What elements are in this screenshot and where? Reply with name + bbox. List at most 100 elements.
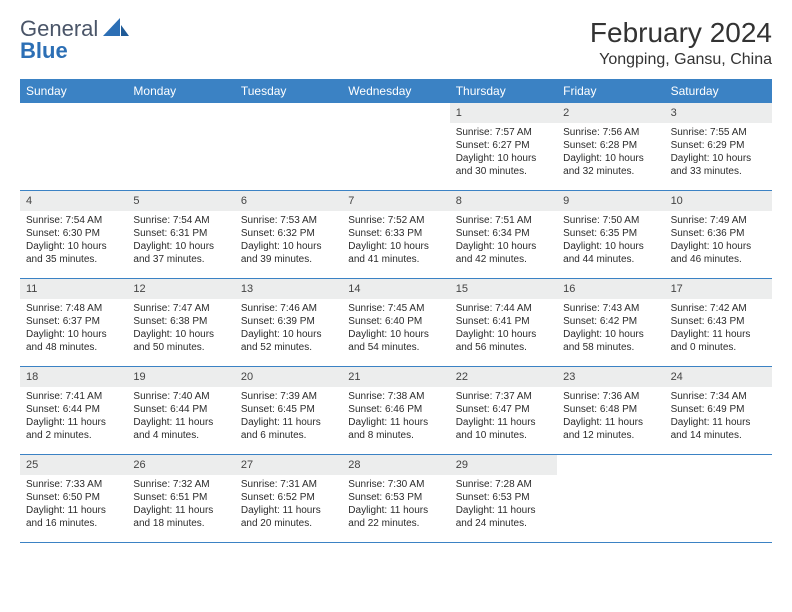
daylight-text: Daylight: 10 hours and 39 minutes. — [241, 240, 336, 266]
daylight-text: Daylight: 10 hours and 35 minutes. — [26, 240, 121, 266]
sunrise-text: Sunrise: 7:47 AM — [133, 302, 228, 315]
day-body: Sunrise: 7:46 AMSunset: 6:39 PMDaylight:… — [235, 299, 342, 360]
daylight-text: Daylight: 11 hours and 20 minutes. — [241, 504, 336, 530]
daylight-text: Daylight: 10 hours and 41 minutes. — [348, 240, 443, 266]
day-body: Sunrise: 7:55 AMSunset: 6:29 PMDaylight:… — [665, 123, 772, 184]
sunrise-text: Sunrise: 7:37 AM — [456, 390, 551, 403]
daylight-text: Daylight: 11 hours and 10 minutes. — [456, 416, 551, 442]
sunset-text: Sunset: 6:52 PM — [241, 491, 336, 504]
calendar-empty-cell — [557, 455, 664, 543]
sunrise-text: Sunrise: 7:33 AM — [26, 478, 121, 491]
daylight-text: Daylight: 11 hours and 22 minutes. — [348, 504, 443, 530]
daylight-text: Daylight: 10 hours and 30 minutes. — [456, 152, 551, 178]
sunrise-text: Sunrise: 7:52 AM — [348, 214, 443, 227]
calendar-day-cell: 27Sunrise: 7:31 AMSunset: 6:52 PMDayligh… — [235, 455, 342, 543]
sunrise-text: Sunrise: 7:55 AM — [671, 126, 766, 139]
page-header: General Blue February 2024 Yongping, Gan… — [20, 18, 772, 69]
day-body: Sunrise: 7:31 AMSunset: 6:52 PMDaylight:… — [235, 475, 342, 536]
daylight-text: Daylight: 10 hours and 37 minutes. — [133, 240, 228, 266]
daylight-text: Daylight: 10 hours and 42 minutes. — [456, 240, 551, 266]
daylight-text: Daylight: 11 hours and 6 minutes. — [241, 416, 336, 442]
sunrise-text: Sunrise: 7:36 AM — [563, 390, 658, 403]
daylight-text: Daylight: 11 hours and 12 minutes. — [563, 416, 658, 442]
weekday-header: Thursday — [450, 79, 557, 103]
calendar-body: 1Sunrise: 7:57 AMSunset: 6:27 PMDaylight… — [20, 103, 772, 543]
sunset-text: Sunset: 6:35 PM — [563, 227, 658, 240]
daylight-text: Daylight: 10 hours and 33 minutes. — [671, 152, 766, 178]
day-number: 12 — [127, 279, 234, 299]
sunset-text: Sunset: 6:50 PM — [26, 491, 121, 504]
sunset-text: Sunset: 6:51 PM — [133, 491, 228, 504]
day-body: Sunrise: 7:53 AMSunset: 6:32 PMDaylight:… — [235, 211, 342, 272]
sunrise-text: Sunrise: 7:34 AM — [671, 390, 766, 403]
sunrise-text: Sunrise: 7:32 AM — [133, 478, 228, 491]
sunset-text: Sunset: 6:44 PM — [26, 403, 121, 416]
daylight-text: Daylight: 11 hours and 8 minutes. — [348, 416, 443, 442]
sunrise-text: Sunrise: 7:38 AM — [348, 390, 443, 403]
day-number: 20 — [235, 367, 342, 387]
calendar-day-cell: 13Sunrise: 7:46 AMSunset: 6:39 PMDayligh… — [235, 279, 342, 367]
day-number: 3 — [665, 103, 772, 123]
calendar-day-cell: 21Sunrise: 7:38 AMSunset: 6:46 PMDayligh… — [342, 367, 449, 455]
sunrise-text: Sunrise: 7:28 AM — [456, 478, 551, 491]
sunrise-text: Sunrise: 7:53 AM — [241, 214, 336, 227]
sunset-text: Sunset: 6:47 PM — [456, 403, 551, 416]
day-body: Sunrise: 7:56 AMSunset: 6:28 PMDaylight:… — [557, 123, 664, 184]
day-number: 4 — [20, 191, 127, 211]
calendar-empty-cell — [235, 103, 342, 191]
day-number: 18 — [20, 367, 127, 387]
day-number: 21 — [342, 367, 449, 387]
calendar-day-cell: 19Sunrise: 7:40 AMSunset: 6:44 PMDayligh… — [127, 367, 234, 455]
sunset-text: Sunset: 6:27 PM — [456, 139, 551, 152]
day-body: Sunrise: 7:54 AMSunset: 6:31 PMDaylight:… — [127, 211, 234, 272]
page-title: February 2024 — [590, 18, 772, 49]
day-number: 6 — [235, 191, 342, 211]
day-number: 2 — [557, 103, 664, 123]
daylight-text: Daylight: 11 hours and 14 minutes. — [671, 416, 766, 442]
sunset-text: Sunset: 6:40 PM — [348, 315, 443, 328]
sunset-text: Sunset: 6:43 PM — [671, 315, 766, 328]
calendar-day-cell: 5Sunrise: 7:54 AMSunset: 6:31 PMDaylight… — [127, 191, 234, 279]
sunrise-text: Sunrise: 7:45 AM — [348, 302, 443, 315]
weekday-header: Wednesday — [342, 79, 449, 103]
day-body: Sunrise: 7:47 AMSunset: 6:38 PMDaylight:… — [127, 299, 234, 360]
title-block: February 2024 Yongping, Gansu, China — [590, 18, 772, 69]
day-body: Sunrise: 7:40 AMSunset: 6:44 PMDaylight:… — [127, 387, 234, 448]
day-body: Sunrise: 7:33 AMSunset: 6:50 PMDaylight:… — [20, 475, 127, 536]
calendar-day-cell: 6Sunrise: 7:53 AMSunset: 6:32 PMDaylight… — [235, 191, 342, 279]
day-body: Sunrise: 7:45 AMSunset: 6:40 PMDaylight:… — [342, 299, 449, 360]
calendar-day-cell: 24Sunrise: 7:34 AMSunset: 6:49 PMDayligh… — [665, 367, 772, 455]
calendar-day-cell: 14Sunrise: 7:45 AMSunset: 6:40 PMDayligh… — [342, 279, 449, 367]
calendar-day-cell: 9Sunrise: 7:50 AMSunset: 6:35 PMDaylight… — [557, 191, 664, 279]
weekday-header: Monday — [127, 79, 234, 103]
calendar-day-cell: 22Sunrise: 7:37 AMSunset: 6:47 PMDayligh… — [450, 367, 557, 455]
logo-text: General Blue — [20, 18, 98, 62]
calendar-empty-cell — [20, 103, 127, 191]
sunrise-text: Sunrise: 7:44 AM — [456, 302, 551, 315]
calendar-empty-cell — [665, 455, 772, 543]
day-number: 5 — [127, 191, 234, 211]
day-number: 15 — [450, 279, 557, 299]
weekday-header: Sunday — [20, 79, 127, 103]
sunset-text: Sunset: 6:44 PM — [133, 403, 228, 416]
sunset-text: Sunset: 6:36 PM — [671, 227, 766, 240]
day-body: Sunrise: 7:44 AMSunset: 6:41 PMDaylight:… — [450, 299, 557, 360]
sunrise-text: Sunrise: 7:42 AM — [671, 302, 766, 315]
sunset-text: Sunset: 6:42 PM — [563, 315, 658, 328]
sunset-text: Sunset: 6:48 PM — [563, 403, 658, 416]
sunrise-text: Sunrise: 7:54 AM — [26, 214, 121, 227]
calendar-day-cell: 11Sunrise: 7:48 AMSunset: 6:37 PMDayligh… — [20, 279, 127, 367]
daylight-text: Daylight: 11 hours and 0 minutes. — [671, 328, 766, 354]
day-number: 1 — [450, 103, 557, 123]
day-number: 19 — [127, 367, 234, 387]
sunset-text: Sunset: 6:45 PM — [241, 403, 336, 416]
page-subtitle: Yongping, Gansu, China — [590, 51, 772, 69]
calendar-empty-cell — [342, 103, 449, 191]
sunset-text: Sunset: 6:41 PM — [456, 315, 551, 328]
sunset-text: Sunset: 6:49 PM — [671, 403, 766, 416]
daylight-text: Daylight: 11 hours and 2 minutes. — [26, 416, 121, 442]
daylight-text: Daylight: 10 hours and 54 minutes. — [348, 328, 443, 354]
calendar-day-cell: 2Sunrise: 7:56 AMSunset: 6:28 PMDaylight… — [557, 103, 664, 191]
weekday-header: Saturday — [665, 79, 772, 103]
sunset-text: Sunset: 6:28 PM — [563, 139, 658, 152]
